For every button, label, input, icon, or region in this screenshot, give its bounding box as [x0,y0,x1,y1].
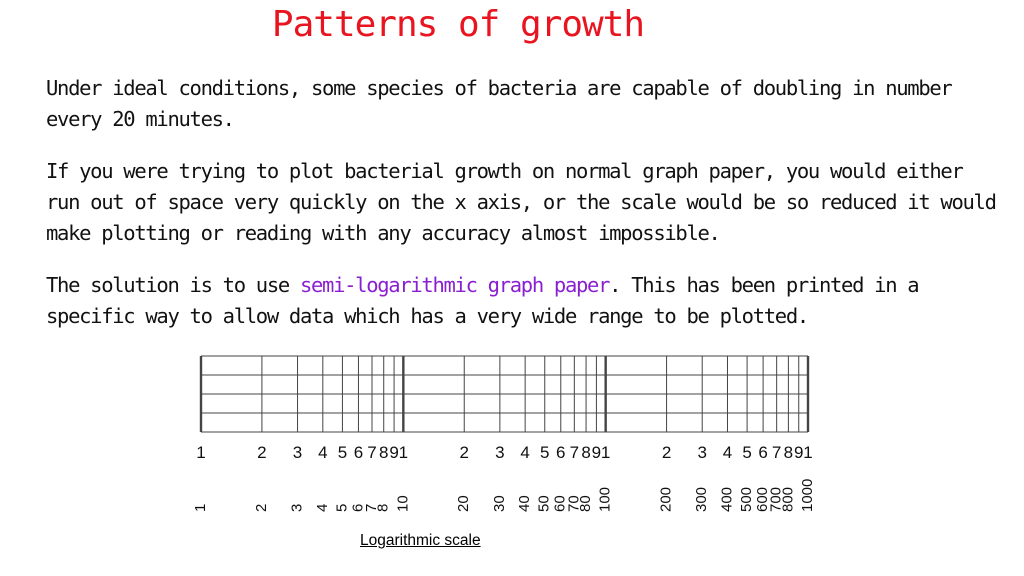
cycle-tick-label: 3 [495,443,504,462]
value-tick-label: 300 [693,487,710,512]
cycle-tick-label: 1 [196,443,205,462]
solution-paragraph: The solution is to use semi-logarithmic … [46,270,996,332]
value-tick-label: 200 [658,487,675,512]
cycle-tick-label: 4 [520,443,529,462]
cycle-tick-label: 3 [697,443,706,462]
value-tick-label: 600 [754,487,771,512]
cycle-tick-label: 4 [723,443,732,462]
value-tick-label: 100 [597,487,614,512]
semi-log-paper-highlight: semi-logarithmic graph paper [299,273,610,297]
cycle-tick-label: 2 [662,443,671,462]
cycle-tick-label: 8 [581,443,590,462]
cycle-tick-label: 8 [379,443,388,462]
cycle-tick-label: 1 [399,443,408,462]
cycle-tick-label: 5 [338,443,347,462]
value-tick-label: 8 [375,504,392,512]
intro-paragraph: Under ideal conditions, some species of … [46,76,953,131]
value-tick-label: 6 [349,504,366,512]
chart-caption: Logarithmic scale [360,532,481,549]
cycle-tick-label: 3 [293,443,302,462]
cycle-tick-label: 6 [354,443,363,462]
value-tick-label: 5 [333,504,350,512]
cycle-tick-label: 7 [772,443,781,462]
value-tick-label: 7 [363,504,380,512]
cycle-tick-label: 2 [257,443,266,462]
value-tick-label: 400 [718,487,735,512]
value-tick-label: 30 [491,495,508,512]
value-tick-label: 20 [455,495,472,512]
value-tick-label: 70 [565,495,582,512]
value-tick-label: 3 [289,504,306,512]
cycle-tick-label: 6 [556,443,565,462]
cycle-tick-label: 7 [367,443,376,462]
value-tick-label: 1 [192,504,209,512]
cycle-tick-label: 5 [540,443,549,462]
cycle-tick-label: 9 [389,443,398,462]
value-tick-label: 40 [516,495,533,512]
solution-text-end: . This has been printed in a specific wa… [46,273,920,328]
cycle-tick-label: 7 [570,443,579,462]
cycle-tick-label: 1 [803,443,812,462]
cycle-tick-label: 5 [742,443,751,462]
value-tick-label: 800 [779,487,796,512]
value-tick-label: 50 [536,495,553,512]
solution-text-start: The solution is to use [46,273,300,297]
value-tick-label: 1000 [799,479,816,512]
cycle-tick-label: 1 [601,443,610,462]
value-tick-label: 10 [394,495,411,512]
cycle-tick-label: 6 [758,443,767,462]
page-title: Patterns of growth [271,4,645,45]
value-tick-label: 500 [738,487,755,512]
value-tick-label: 60 [552,495,569,512]
value-tick-label: 700 [768,487,785,512]
cycle-tick-label: 9 [794,443,803,462]
value-tick-label: 80 [577,495,594,512]
cycle-tick-label: 9 [592,443,601,462]
value-tick-label: 4 [314,504,331,512]
cycle-tick-label: 8 [784,443,793,462]
cycle-tick-label: 2 [460,443,469,462]
problem-paragraph: If you were trying to plot bacterial gro… [46,159,997,245]
value-tick-label: 2 [253,504,270,512]
cycle-tick-label: 4 [318,443,327,462]
